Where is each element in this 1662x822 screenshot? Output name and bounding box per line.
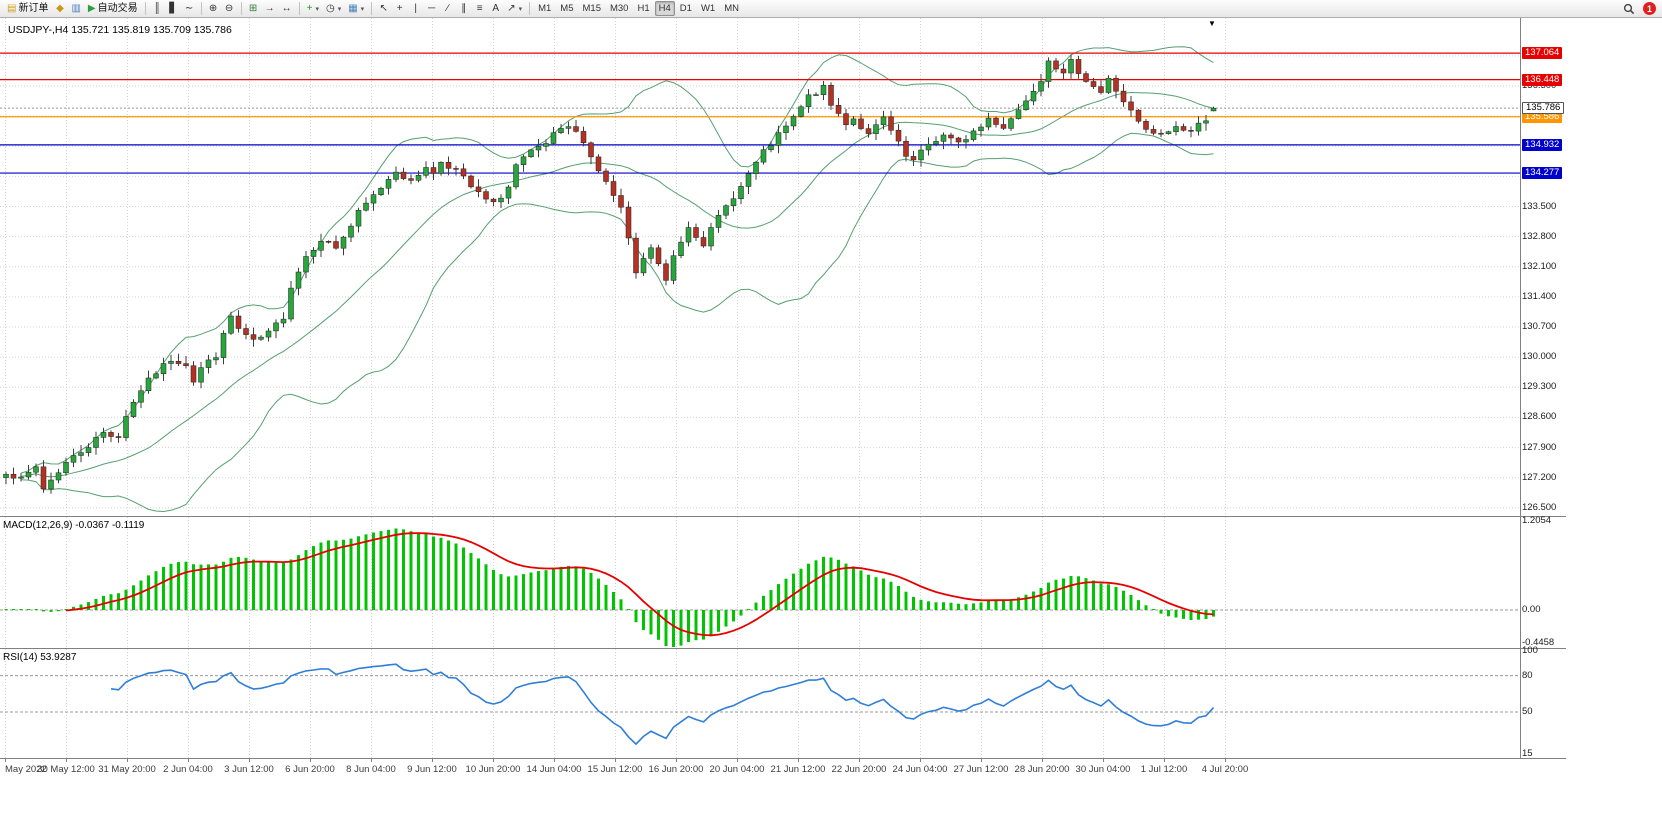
horizontal-line-icon: ─	[428, 2, 436, 14]
tile-windows-button[interactable]: ⊞	[246, 1, 261, 16]
new-order-button-label: 新订单	[18, 2, 49, 14]
zoom-in-icon: ⊕	[208, 2, 218, 14]
candlestick-button[interactable]: ▋	[166, 1, 181, 16]
indicators-button[interactable]: + ▾	[304, 1, 322, 16]
chevron-down-icon: ▾	[360, 5, 365, 13]
toolbar-separator	[144, 2, 146, 15]
crosshair-icon: +	[396, 2, 403, 14]
text-button[interactable]: A	[488, 1, 503, 16]
toolbar-separator	[298, 2, 300, 15]
timeframe-m30-button[interactable]: M30	[609, 3, 629, 14]
new-order-button[interactable]: ▤ 新订单	[4, 1, 51, 16]
crosshair-button[interactable]: +	[392, 1, 407, 16]
pane-frames	[0, 18, 1566, 759]
chart-title: USDJPY-,H4 135.721 135.819 135.709 135.7…	[8, 24, 232, 36]
vertical-line-icon: |	[414, 2, 417, 14]
timeframe-d1-button[interactable]: D1	[679, 3, 692, 14]
zoom-in-button[interactable]: ⊕	[206, 1, 221, 16]
auto-scroll-icon: →	[264, 2, 275, 14]
timeframe-h4-button[interactable]: H4	[654, 1, 675, 16]
horizontal-line-button[interactable]: ─	[424, 1, 439, 16]
periods-button[interactable]: ◷ ▾	[323, 1, 344, 16]
macd-plot	[0, 528, 1520, 647]
macd-pane[interactable]	[0, 517, 1520, 648]
channel-button[interactable]: ∥	[456, 1, 471, 16]
bollinger-bands	[20, 46, 1214, 513]
time-ticks	[5, 758, 1226, 762]
toolbar: ▤ 新订单 ◆ ▥ ▶ 自动交易 ║ ▋ ∼ ⊕ ⊖ ⊞ → ↔ + ▾ ◷ ▾ ▦ ▾ ↖ + | ─ ∕ ∥ ≡ A ↗ ▾ M1 M5 M…	[0, 0, 1662, 18]
text-icon: A	[492, 2, 500, 14]
vertical-line-button[interactable]: |	[408, 1, 423, 16]
time-axis[interactable]	[0, 758, 1520, 782]
fibonacci-icon: ≡	[476, 2, 483, 14]
bar-chart-button[interactable]: ║	[150, 1, 165, 16]
channel-icon: ∥	[461, 2, 467, 14]
terminal-icon: ▥	[71, 2, 81, 14]
timeframe-m1-button[interactable]: M1	[538, 3, 552, 14]
arrows-button[interactable]: ↗ ▾	[504, 1, 525, 16]
timeframe-h1-button[interactable]: H1	[637, 3, 650, 14]
line-chart-button[interactable]: ∼	[182, 1, 197, 16]
macd-indicator-label: MACD(12,26,9) -0.0367 -0.1119	[3, 520, 145, 531]
auto-scroll-button[interactable]: →	[262, 1, 278, 16]
trendline-button[interactable]: ∕	[440, 1, 455, 16]
timeframe-m5-button[interactable]: M5	[560, 3, 574, 14]
grid	[0, 18, 1520, 758]
zoom-out-icon: ⊖	[224, 2, 234, 14]
rsi-indicator-label: RSI(14) 53.9287	[3, 652, 77, 663]
search-icon	[1623, 3, 1635, 15]
candlesticks	[3, 54, 1217, 494]
metaeditor-button[interactable]: ◆	[52, 1, 67, 16]
toolbar-separator	[200, 2, 202, 15]
tile-windows-icon: ⊞	[248, 2, 258, 14]
bar-chart-icon: ║	[153, 2, 161, 14]
toolbar-separator	[529, 2, 531, 15]
zoom-out-button[interactable]: ⊖	[222, 1, 237, 16]
chevron-down-icon: ▾	[315, 5, 319, 13]
periods-icon: ◷	[325, 2, 335, 14]
chevron-down-icon: ▾	[518, 5, 523, 13]
autotrading-button[interactable]: ▶ 自动交易	[85, 1, 141, 16]
notification-badge[interactable]: 1	[1643, 2, 1656, 15]
autotrading-button-label: 自动交易	[97, 2, 138, 14]
candlestick-icon: ▋	[169, 2, 177, 14]
indicators-icon: +	[306, 2, 313, 14]
cursor-button[interactable]: ↖	[376, 1, 391, 16]
price-axis[interactable]	[1520, 18, 1580, 758]
autotrading-icon: ▶	[87, 2, 96, 14]
metaeditor-icon: ◆	[56, 2, 64, 14]
trendline-icon: ∕	[446, 2, 449, 14]
main-price-pane[interactable]	[0, 18, 1520, 516]
toolbar-separator	[371, 2, 373, 15]
timeframe-mn-button[interactable]: MN	[724, 3, 739, 14]
terminal-button[interactable]: ▥	[68, 1, 83, 16]
timeframe-m15-button[interactable]: M15	[582, 3, 601, 14]
arrows-icon: ↗	[507, 2, 516, 14]
templates-button[interactable]: ▦ ▾	[345, 1, 367, 16]
cursor-icon: ↖	[379, 2, 388, 14]
rsi-pane[interactable]	[0, 649, 1520, 758]
toolbar-separator	[240, 2, 242, 15]
search-button[interactable]	[1620, 1, 1638, 16]
fibonacci-button[interactable]: ≡	[472, 1, 487, 16]
horizontal-lines	[0, 52, 1520, 174]
new-order-icon: ▤	[7, 2, 17, 14]
line-chart-icon: ∼	[184, 2, 194, 14]
templates-icon: ▦	[348, 2, 358, 14]
chart-shift-icon: ↔	[281, 2, 292, 14]
timeframe-w1-button[interactable]: W1	[700, 3, 716, 14]
chevron-down-icon: ▾	[337, 5, 342, 13]
rsi-plot	[0, 663, 1520, 746]
chart-shift-button[interactable]: ↔	[279, 1, 295, 16]
chart-shift-marker-icon[interactable]: ▼	[1208, 19, 1216, 28]
